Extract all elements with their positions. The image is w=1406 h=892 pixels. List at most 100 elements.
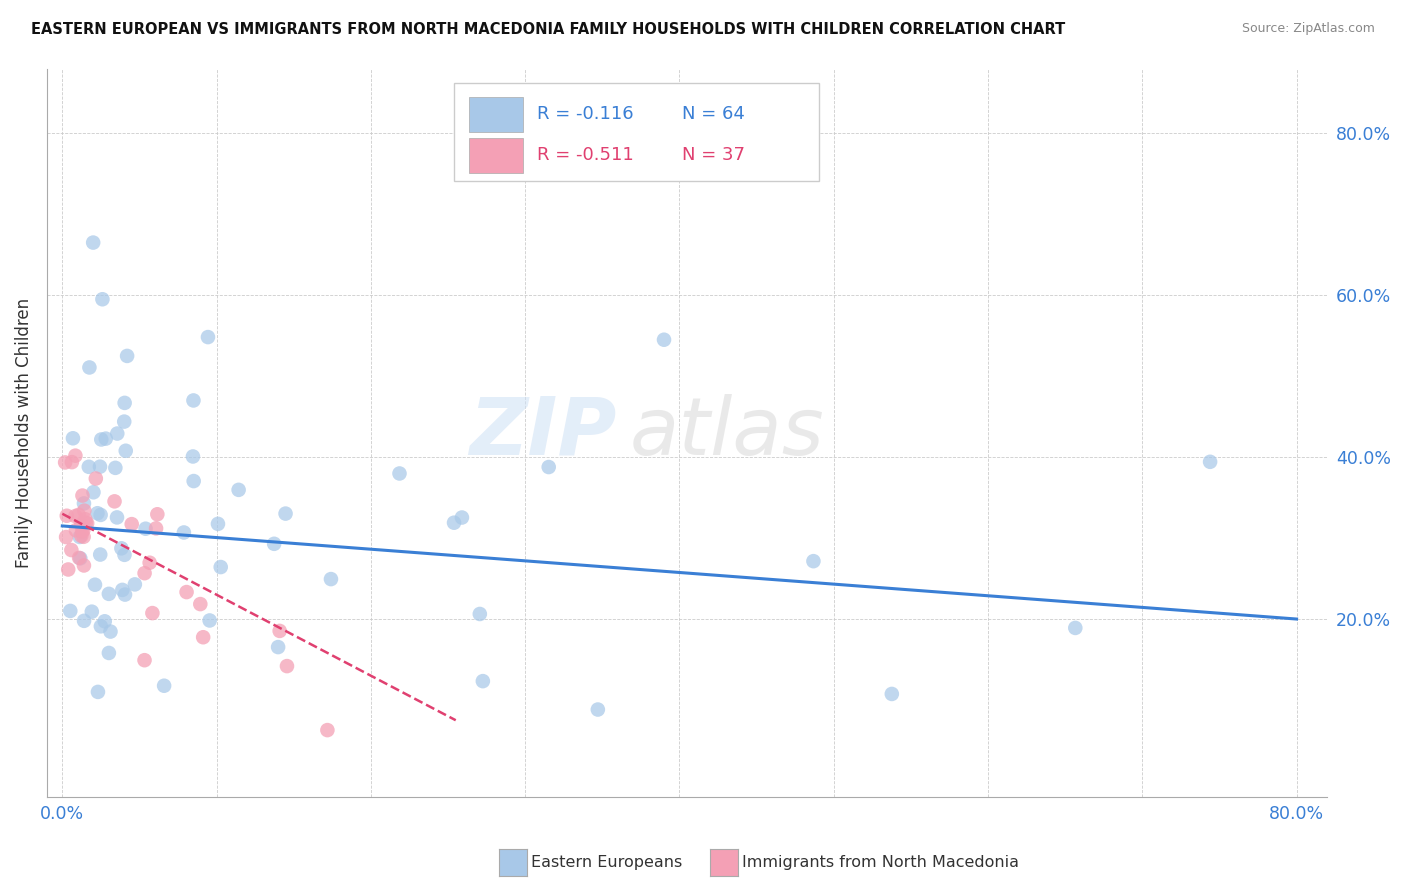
Point: [209, 560, 232, 574]
Text: atlas: atlas: [630, 394, 824, 472]
Point: [138, 556, 160, 570]
Point: [55, 508, 77, 523]
Text: R = -0.116: R = -0.116: [537, 105, 634, 123]
Point: [73, 496, 96, 510]
Point: [53, 455, 76, 469]
Point: [67, 550, 90, 565]
Point: [104, 460, 127, 475]
Point: [84, 471, 107, 485]
Point: [114, 588, 136, 602]
Point: [183, 474, 205, 488]
Text: Eastern Europeans: Eastern Europeans: [531, 855, 683, 870]
Point: [153, 679, 176, 693]
Point: [134, 566, 156, 581]
Point: [62, 431, 84, 445]
Point: [70, 529, 93, 543]
Point: [55, 530, 77, 544]
Point: [145, 521, 167, 535]
Point: [65, 509, 87, 524]
Point: [880, 687, 903, 701]
Point: [105, 510, 128, 524]
Point: [468, 607, 491, 621]
Text: Source: ZipAtlas.com: Source: ZipAtlas.com: [1241, 22, 1375, 36]
Point: [269, 624, 291, 638]
Point: [69, 551, 91, 566]
Point: [115, 349, 138, 363]
Point: [114, 548, 136, 562]
Point: [60, 455, 83, 469]
Point: [110, 541, 132, 556]
Point: [72, 530, 94, 544]
Point: [60, 543, 83, 558]
Point: [90, 508, 112, 522]
Point: [586, 702, 609, 716]
Point: [89, 548, 111, 562]
Text: ZIP: ZIP: [470, 394, 617, 472]
Point: [114, 396, 136, 410]
FancyBboxPatch shape: [470, 97, 523, 132]
Point: [276, 659, 298, 673]
Point: [65, 449, 87, 463]
Point: [652, 333, 675, 347]
Y-axis label: Family Households with Children: Family Households with Children: [15, 298, 32, 568]
Point: [73, 503, 96, 517]
Point: [72, 523, 94, 537]
Point: [70, 517, 93, 532]
Point: [134, 653, 156, 667]
Point: [176, 585, 198, 599]
Point: [77, 459, 100, 474]
Point: [72, 489, 94, 503]
Point: [1199, 455, 1222, 469]
Point: [73, 558, 96, 573]
Point: [76, 516, 98, 531]
Point: [114, 443, 136, 458]
Point: [274, 507, 297, 521]
FancyBboxPatch shape: [454, 83, 820, 181]
Point: [111, 582, 134, 597]
Point: [93, 615, 115, 629]
Point: [263, 537, 285, 551]
Point: [105, 426, 128, 441]
Point: [141, 606, 163, 620]
Point: [86, 506, 108, 520]
Point: [58, 562, 80, 576]
Point: [228, 483, 250, 497]
Point: [451, 510, 474, 524]
Point: [70, 524, 93, 539]
Point: [59, 604, 82, 618]
Point: [75, 512, 97, 526]
Point: [100, 624, 122, 639]
Text: EASTERN EUROPEAN VS IMMIGRANTS FROM NORTH MACEDONIA FAMILY HOUSEHOLDS WITH CHILD: EASTERN EUROPEAN VS IMMIGRANTS FROM NORT…: [31, 22, 1066, 37]
Point: [79, 360, 101, 375]
Point: [193, 630, 215, 644]
Point: [443, 516, 465, 530]
Point: [97, 646, 120, 660]
FancyBboxPatch shape: [470, 137, 523, 173]
Point: [87, 685, 110, 699]
Point: [91, 292, 114, 306]
Point: [80, 605, 103, 619]
Point: [471, 674, 494, 689]
Point: [183, 393, 205, 408]
Point: [198, 614, 221, 628]
Text: Immigrants from North Macedonia: Immigrants from North Macedonia: [742, 855, 1019, 870]
Point: [67, 508, 90, 522]
Point: [135, 522, 157, 536]
Point: [69, 530, 91, 544]
Point: [121, 517, 143, 532]
Point: [94, 432, 117, 446]
Point: [319, 572, 342, 586]
Point: [267, 640, 290, 654]
Text: N = 37: N = 37: [682, 146, 745, 164]
Point: [75, 516, 97, 530]
Point: [197, 330, 219, 344]
Point: [103, 494, 125, 508]
Point: [146, 508, 169, 522]
Text: R = -0.511: R = -0.511: [537, 146, 634, 164]
Point: [112, 415, 135, 429]
Point: [207, 516, 229, 531]
Point: [173, 525, 195, 540]
Point: [388, 467, 411, 481]
Point: [82, 235, 104, 250]
Text: N = 64: N = 64: [682, 105, 745, 123]
